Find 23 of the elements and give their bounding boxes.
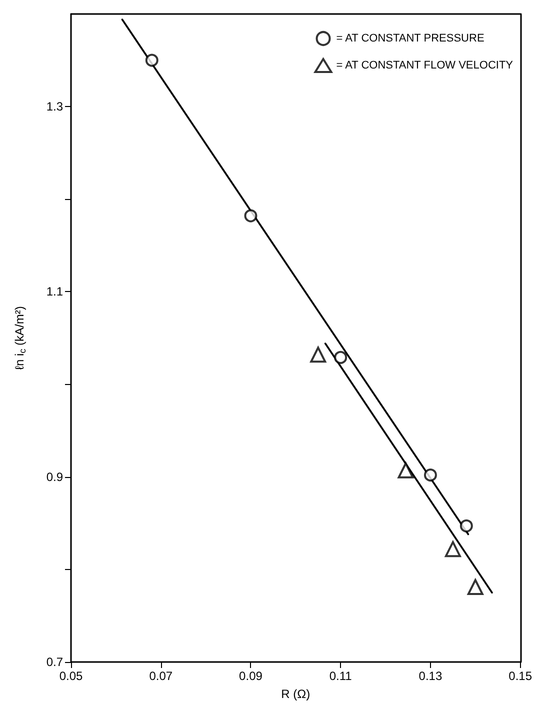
point — [310, 346, 326, 363]
x-tick-label: 0.09 — [239, 669, 263, 683]
y-tick-label: 1.1 — [46, 284, 64, 299]
x-axis-title: R (Ω) — [281, 687, 310, 701]
y-tick-label: 0.7 — [46, 655, 64, 669]
point — [424, 468, 437, 482]
x-tick-label: 0.07 — [149, 669, 173, 683]
x-tick-label: 0.15 — [508, 669, 532, 683]
point — [398, 462, 414, 478]
point — [334, 350, 348, 364]
y-tick-label: 1.3 — [46, 100, 64, 114]
point — [444, 541, 461, 558]
point — [460, 519, 473, 532]
x-tick-label: 0.11 — [329, 669, 352, 683]
y-tick-label: 0.9 — [46, 470, 64, 484]
legend-label: = AT CONSTANT PRESSURE — [336, 32, 484, 44]
point — [244, 209, 258, 222]
point — [467, 579, 484, 596]
point — [145, 54, 158, 67]
x-tick-label: 0.13 — [418, 669, 442, 683]
legend-label: = AT CONSTANT FLOW VELOCITY — [336, 60, 514, 72]
y-axis-title: ℓn ic (kA/m²) — [12, 306, 28, 370]
x-tick-label: 0.05 — [59, 669, 83, 683]
